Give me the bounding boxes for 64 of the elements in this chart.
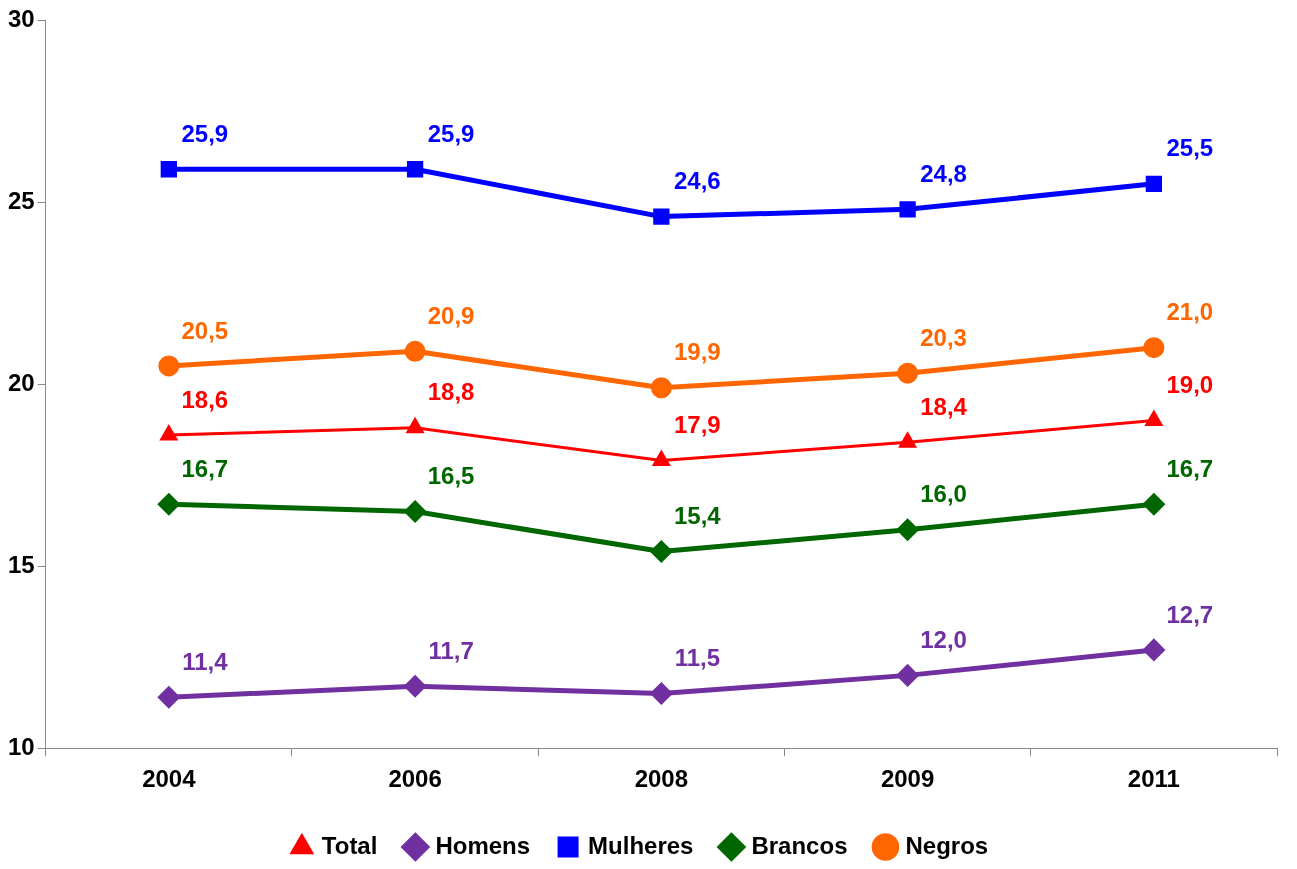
- data-label: 19,9: [673, 338, 721, 366]
- point: [1143, 493, 1165, 515]
- data-label: 25,9: [427, 119, 475, 147]
- data-label: 12,7: [1166, 600, 1214, 628]
- point: [160, 425, 178, 441]
- point: [899, 201, 916, 218]
- point: [652, 451, 670, 467]
- y-tick-label: 15: [7, 550, 35, 578]
- data-label: 18,4: [920, 392, 968, 420]
- point: [1143, 639, 1165, 661]
- data-label: 17,9: [673, 411, 721, 439]
- legend-label: Mulheres: [588, 831, 694, 859]
- data-label: 16,5: [427, 462, 475, 490]
- legend-label: Brancos: [751, 831, 848, 859]
- data-label: 18,8: [427, 378, 475, 406]
- point: [404, 675, 426, 697]
- data-label: 12,0: [920, 626, 967, 654]
- data-label: 25,9: [181, 119, 229, 147]
- point: [1145, 175, 1163, 192]
- point: [404, 340, 426, 362]
- point: [1143, 337, 1165, 359]
- x-tick-label: 2008: [634, 765, 689, 793]
- x-tick-label: 2006: [388, 765, 442, 793]
- point: [1145, 411, 1163, 427]
- point: [897, 519, 919, 541]
- point: [160, 161, 177, 178]
- point: [158, 686, 180, 708]
- data-label: 25,5: [1166, 134, 1214, 162]
- data-label: 16,7: [1166, 454, 1214, 482]
- data-label: 15,4: [673, 502, 722, 530]
- y-tick-label: 25: [7, 186, 35, 214]
- data-label: 16,7: [181, 454, 229, 482]
- x-tick-label: 2011: [1127, 765, 1180, 793]
- data-label: 24,6: [673, 167, 721, 195]
- point: [653, 208, 670, 225]
- point: [404, 501, 426, 523]
- legend-label: Total: [321, 831, 378, 859]
- point: [406, 418, 424, 434]
- data-label: 18,6: [181, 385, 229, 413]
- legend-label: Negros: [905, 831, 989, 859]
- data-label: 20,9: [427, 301, 475, 329]
- x-tick-label: 2009: [880, 765, 935, 793]
- data-label: 20,3: [920, 323, 967, 351]
- data-label: 19,0: [1166, 371, 1214, 399]
- point: [897, 664, 919, 686]
- y-tick-label: 30: [7, 4, 35, 32]
- data-label: 21,0: [1166, 298, 1214, 326]
- data-label: 11,4: [182, 647, 229, 675]
- data-label: 16,0: [920, 480, 967, 508]
- point: [406, 161, 424, 178]
- point: [897, 362, 919, 384]
- y-tick-label: 20: [7, 368, 35, 396]
- point: [650, 377, 672, 399]
- data-label: 24,8: [920, 159, 967, 187]
- point: [158, 355, 180, 377]
- data-label: 11,5: [674, 644, 721, 672]
- point: [650, 683, 672, 705]
- data-label: 11,7: [428, 636, 474, 664]
- y-tick-label: 10: [7, 732, 35, 760]
- x-tick-label: 2004: [142, 765, 197, 793]
- data-label: 20,5: [181, 316, 229, 344]
- point: [158, 493, 180, 515]
- legend-label: Homens: [435, 831, 531, 859]
- point: [650, 541, 672, 563]
